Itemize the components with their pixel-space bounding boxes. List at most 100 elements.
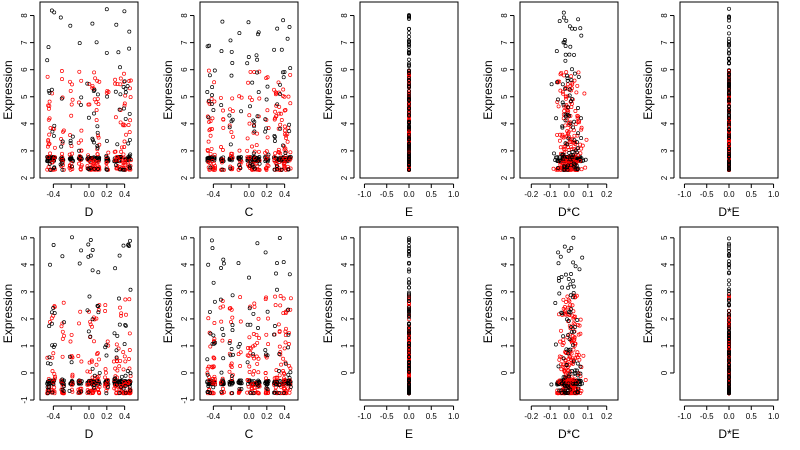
point-red — [571, 338, 576, 343]
point-red — [565, 105, 570, 110]
point-black — [275, 163, 279, 168]
point-black — [92, 385, 96, 390]
point-red — [106, 343, 111, 348]
point-black — [96, 310, 101, 315]
point-red — [227, 369, 232, 374]
point-red — [128, 95, 133, 100]
point-black — [230, 328, 235, 333]
point-red — [574, 352, 579, 357]
x-tick-label: 0.5 — [426, 412, 438, 421]
point-black — [727, 146, 731, 151]
point-black — [275, 261, 279, 266]
point-red — [61, 129, 65, 134]
point-red — [68, 339, 73, 344]
point-red — [279, 362, 284, 367]
point-black — [70, 235, 74, 240]
point-black — [248, 104, 252, 109]
point-red — [571, 357, 576, 362]
point-red — [115, 359, 120, 364]
point-black — [727, 263, 731, 268]
point-red — [558, 72, 563, 77]
point-red — [567, 354, 572, 359]
point-black — [116, 50, 121, 55]
point-red — [277, 111, 282, 116]
point-black — [569, 329, 574, 334]
point-red — [211, 391, 216, 396]
point-black — [727, 71, 731, 76]
point-red — [219, 319, 224, 324]
point-black — [572, 119, 577, 124]
point-black — [279, 167, 284, 172]
x-tick-label: 0.2 — [101, 412, 113, 421]
point-red — [575, 83, 580, 88]
point-black — [115, 142, 120, 147]
point-black — [407, 277, 411, 282]
point-black — [207, 43, 212, 48]
point-red — [114, 157, 119, 162]
point-black — [96, 270, 101, 275]
point-black — [561, 102, 566, 107]
point-black — [576, 131, 581, 136]
point-red — [127, 331, 132, 336]
point-red — [92, 70, 97, 75]
point-red — [207, 167, 212, 172]
point-black — [564, 18, 569, 23]
point-red — [52, 372, 57, 376]
point-red — [245, 148, 250, 153]
point-black — [245, 61, 250, 66]
point-black — [727, 134, 731, 138]
x-axis-title: D*E — [718, 427, 739, 441]
point-black — [281, 143, 285, 148]
point-black — [68, 138, 73, 143]
point-red — [228, 107, 233, 112]
point-red — [76, 140, 81, 145]
point-black — [407, 141, 411, 146]
point-black — [407, 313, 411, 318]
point-black — [90, 21, 95, 26]
point-red — [251, 372, 256, 377]
point-red — [278, 294, 283, 298]
point-red — [128, 391, 132, 395]
point-red — [208, 344, 213, 349]
plot-frame — [39, 1, 139, 179]
point-red — [248, 69, 253, 74]
point-red — [69, 113, 74, 118]
x-tick-label: 0.5 — [746, 190, 758, 199]
y-axis-title: Expression — [321, 60, 335, 119]
y-tick-label: 8 — [340, 13, 349, 18]
point-red — [122, 380, 126, 385]
point-red — [578, 159, 583, 163]
point-red — [572, 78, 577, 83]
point-black — [561, 167, 566, 172]
point-black — [86, 115, 91, 120]
y-tick-label: 5 — [500, 94, 509, 99]
point-black — [727, 246, 731, 251]
point-black — [567, 87, 572, 92]
point-black — [559, 388, 563, 393]
point-red — [60, 141, 65, 146]
point-red — [264, 149, 269, 154]
point-black — [230, 391, 235, 396]
point-red — [569, 74, 574, 79]
point-red — [273, 116, 278, 121]
x-tick-label: -0.2 — [524, 412, 538, 421]
point-black — [265, 309, 270, 314]
scatter-points — [45, 235, 133, 396]
point-black — [727, 313, 731, 318]
point-black — [407, 335, 411, 340]
point-black — [561, 375, 566, 380]
point-black — [251, 352, 256, 357]
point-red — [105, 377, 110, 382]
point-red — [52, 145, 57, 150]
point-black — [407, 160, 411, 165]
point-red — [103, 309, 108, 313]
point-black — [727, 292, 731, 296]
point-red — [79, 138, 84, 143]
point-black — [123, 390, 128, 395]
point-black — [117, 322, 122, 327]
point-black — [227, 113, 232, 118]
x-tick-label: -0.2 — [524, 190, 538, 199]
point-black — [727, 381, 731, 386]
point-black — [727, 41, 731, 46]
point-red — [251, 354, 256, 359]
